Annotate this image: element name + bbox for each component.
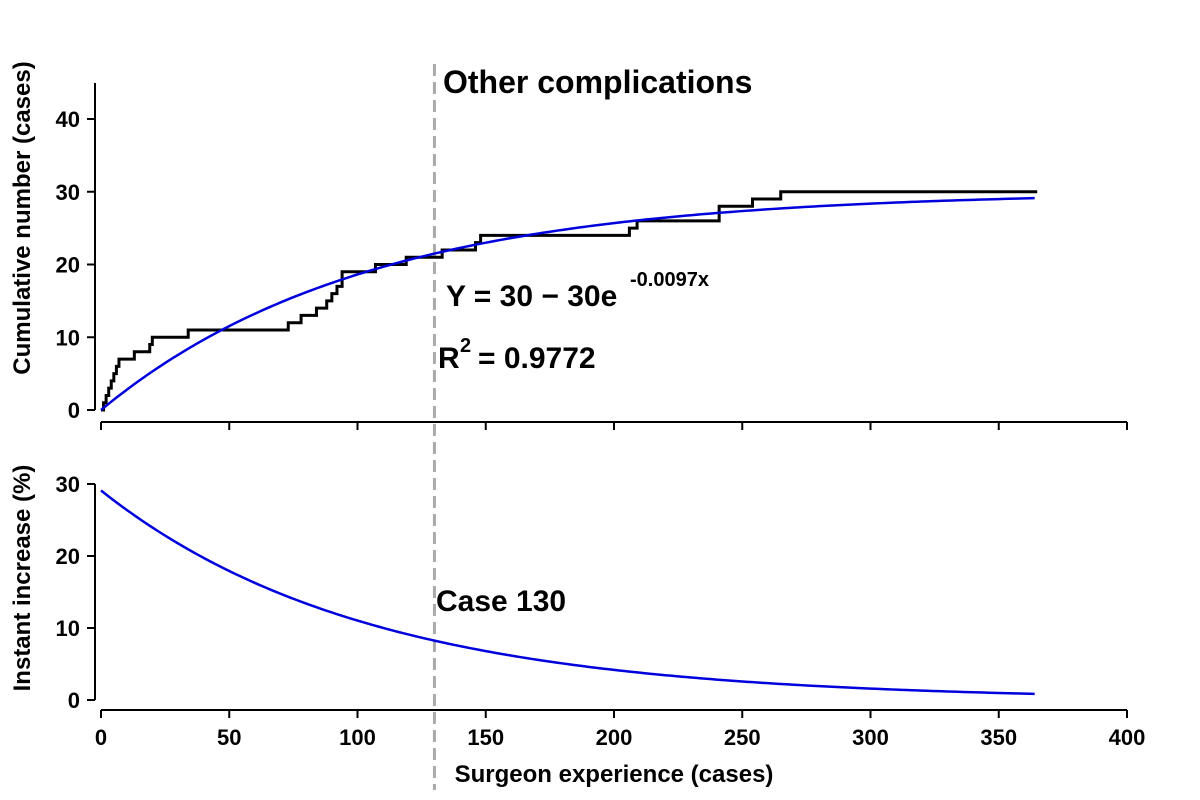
top-y-axis-label: Cumulative number (cases) bbox=[9, 61, 36, 374]
instant-increase-curve bbox=[100, 489, 1035, 696]
top-y-ticks: 0 10 20 30 40 bbox=[56, 107, 95, 423]
top-y-tick-label: 10 bbox=[56, 325, 80, 350]
bottom-y-tick-label: 10 bbox=[56, 616, 80, 641]
equation-exponent: -0.0097x bbox=[630, 269, 709, 291]
top-y-tick-label: 0 bbox=[68, 398, 80, 423]
top-x-ticks bbox=[100, 422, 1128, 430]
x-tick-label: 0 bbox=[95, 725, 107, 750]
top-y-tick-label: 20 bbox=[56, 253, 80, 278]
bottom-y-axis-label: Instant increase (%) bbox=[9, 465, 36, 692]
top-series bbox=[100, 190, 1038, 412]
top-y-tick-label: 30 bbox=[56, 180, 80, 205]
bottom-panel: 0 10 20 30 0 50 100 150 200 250 300 350 400 Instant… bbox=[9, 465, 1145, 788]
bottom-y-tick-label: 20 bbox=[56, 544, 80, 569]
fitted-curve-line bbox=[100, 196, 1035, 411]
x-tick-label: 200 bbox=[596, 725, 633, 750]
r-squared-superscript: 2 bbox=[460, 335, 471, 357]
top-panel: 0 10 20 30 40 Other complications Cumulative… bbox=[9, 61, 1128, 430]
r-squared-value: = 0.9772 bbox=[478, 342, 596, 375]
x-tick-label: 400 bbox=[1109, 725, 1146, 750]
bottom-y-tick-label: 30 bbox=[56, 472, 80, 497]
x-tick-label: 300 bbox=[852, 725, 889, 750]
x-tick-label: 100 bbox=[339, 725, 376, 750]
bottom-x-ticks: 0 50 100 150 200 250 300 350 400 bbox=[95, 710, 1145, 750]
observed-step-line bbox=[101, 190, 1038, 412]
x-tick-label: 50 bbox=[217, 725, 241, 750]
top-y-tick-label: 40 bbox=[56, 107, 80, 132]
bottom-y-ticks: 0 10 20 30 bbox=[56, 472, 95, 713]
r-squared-label: R bbox=[438, 342, 460, 375]
chart-title: Other complications bbox=[443, 64, 752, 100]
x-tick-label: 250 bbox=[724, 725, 761, 750]
x-tick-label: 350 bbox=[980, 725, 1017, 750]
equation-label: Y = 30 − 30e bbox=[446, 280, 617, 313]
bottom-y-tick-label: 0 bbox=[68, 688, 80, 713]
x-axis-label: Surgeon experience (cases) bbox=[455, 761, 774, 788]
x-tick-label: 150 bbox=[467, 725, 504, 750]
bottom-series bbox=[100, 489, 1035, 696]
case-annotation: Case 130 bbox=[436, 585, 566, 618]
